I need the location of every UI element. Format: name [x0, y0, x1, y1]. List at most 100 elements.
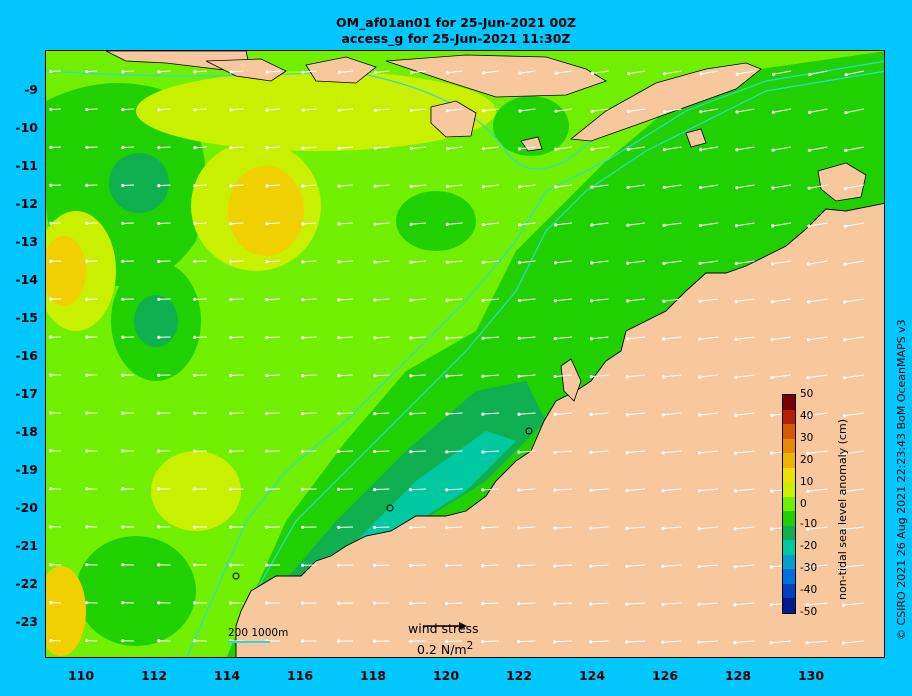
- wind-arrow-head: [517, 374, 521, 378]
- wind-arrow: [555, 412, 573, 415]
- wind-arrow-head: [806, 451, 810, 455]
- wind-arrow: [519, 184, 536, 188]
- wind-arrow-head: [771, 186, 775, 190]
- wind-arrow-head: [807, 300, 811, 304]
- wind-arrow: [446, 336, 463, 339]
- contour-1000m: [186, 60, 884, 657]
- map-title-line-1: OM_af01an01 for 25-Jun-2021 00Z: [335, 15, 577, 30]
- wind-arrow: [194, 70, 208, 73]
- land-island-small: [520, 136, 543, 152]
- wind-arrow-head: [770, 451, 774, 455]
- wind-arrow-head: [121, 601, 125, 605]
- wind-arrow: [447, 260, 463, 263]
- wind-arrow-head: [481, 336, 485, 340]
- wind-arrow: [555, 146, 573, 150]
- wind-arrow-head: [301, 411, 305, 416]
- wind-arrow-head: [661, 564, 665, 569]
- wind-arrow: [375, 70, 390, 73]
- wind-arrow-head: [265, 411, 269, 415]
- wind-arrow: [411, 108, 427, 111]
- wind-arrow: [338, 450, 354, 452]
- wind-arrow-head: [301, 487, 305, 491]
- wind-arrow: [592, 146, 609, 150]
- wind-arrow: [555, 374, 573, 377]
- wind-arrow-head: [121, 639, 125, 643]
- wind-arrow-head: [229, 487, 233, 491]
- wind-arrow-head: [373, 184, 377, 188]
- wind-arrow: [122, 184, 135, 186]
- wind-arrow-head: [518, 109, 522, 113]
- wind-arrow-head: [446, 109, 450, 113]
- wind-arrow: [662, 640, 682, 643]
- wind-arrow-head: [445, 336, 449, 340]
- wind-arrow-head: [769, 565, 773, 569]
- wind-arrow-head: [589, 450, 593, 454]
- wind-arrow-head: [229, 108, 233, 112]
- wind-arrow: [844, 298, 865, 303]
- wind-arrow-head: [697, 527, 701, 531]
- wind-arrow-head: [842, 565, 846, 569]
- wind-arrow: [735, 336, 755, 340]
- wind-arrow-head: [337, 222, 341, 226]
- wind-arrow: [735, 602, 755, 606]
- wind-arrow-head: [301, 525, 305, 529]
- wind-arrow-head: [121, 70, 125, 74]
- wind-arrow: [446, 488, 463, 491]
- wind-arrow-head: [265, 373, 269, 378]
- wind-arrow-head: [553, 412, 557, 416]
- wind-arrow-head: [841, 641, 846, 645]
- colorbar-segment: [783, 540, 795, 556]
- wind-arrow-head: [301, 70, 305, 74]
- wind-arrow-head: [481, 488, 485, 492]
- wind-arrow-head: [589, 412, 593, 417]
- wind-arrow: [700, 184, 719, 189]
- sea-high-5: [46, 566, 86, 656]
- wind-arrow-head: [626, 261, 630, 265]
- wind-arrow: [737, 70, 755, 75]
- wind-arrow: [699, 336, 719, 340]
- wind-arrow: [627, 488, 646, 491]
- y-tick-label: -23: [15, 614, 38, 629]
- wind-arrow-head: [843, 262, 847, 266]
- wind-arrow-head: [733, 603, 737, 607]
- wind-arrow-head: [554, 71, 558, 75]
- wind-arrow: [736, 222, 755, 227]
- wind-arrow: [410, 374, 427, 377]
- wind-arrow-head: [554, 185, 558, 189]
- contour-200m: [235, 70, 884, 657]
- wind-arrow-head: [409, 146, 413, 151]
- land-island-timor: [569, 62, 762, 142]
- wind-arrow: [482, 374, 500, 377]
- wind-arrow-head: [625, 337, 630, 341]
- wind-arrow: [519, 374, 536, 377]
- wind-arrow-head: [841, 603, 846, 607]
- wind-arrow: [447, 70, 463, 74]
- wind-arrow: [230, 108, 244, 111]
- wind-arrow: [554, 450, 573, 453]
- wind-arrow-head: [445, 450, 449, 454]
- wind-arrow-head: [482, 109, 486, 113]
- colorbar-segment: [783, 467, 795, 483]
- wind-arrow: [267, 70, 281, 73]
- wind-arrow-head: [735, 186, 739, 190]
- wind-arrow: [809, 70, 828, 75]
- wind-arrow-head: [121, 411, 125, 415]
- wind-arrow-head: [373, 412, 377, 416]
- contour-legend: 200 1000m: [228, 627, 289, 639]
- wind-arrow-head: [481, 450, 485, 454]
- wind-arrow-head: [590, 109, 594, 113]
- wind-arrow: [482, 640, 500, 642]
- wind-arrow: [663, 526, 682, 529]
- colorbar-label: 40: [800, 410, 814, 422]
- wind-arrow: [628, 108, 646, 112]
- wind-arrow-head: [481, 564, 485, 568]
- x-tick-label: 114: [213, 668, 241, 683]
- wind-arrow-head: [121, 297, 125, 301]
- wind-arrow: [446, 450, 463, 453]
- wind-arrow: [482, 412, 500, 415]
- map-panel[interactable]: [45, 50, 885, 658]
- wind-arrow-head: [193, 449, 197, 453]
- wind-arrow-head: [373, 108, 377, 112]
- wind-arrow-head: [553, 374, 557, 379]
- wind-arrow: [375, 184, 390, 187]
